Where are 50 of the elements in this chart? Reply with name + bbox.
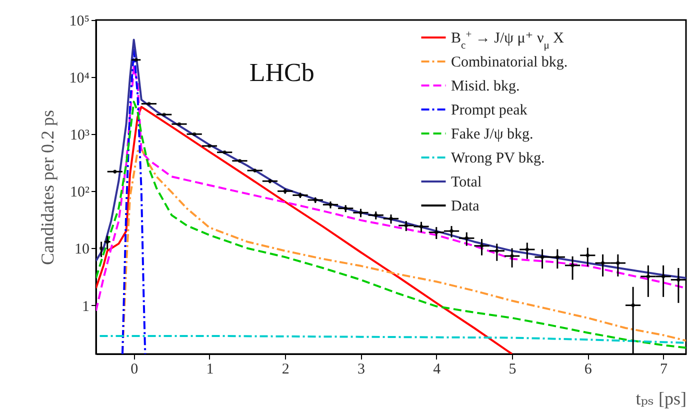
point [464, 236, 469, 240]
annotation: LHCb [249, 58, 314, 88]
y-tick-label: 10⁵ [69, 14, 90, 30]
legend-label: Combinatorial bkg. [451, 54, 568, 70]
y-tick-label: 1 [82, 298, 90, 315]
legend-label: B$_{c}$$^{+}$ → J/ψ μ⁺ ν$_{μ}$ X [451, 29, 564, 51]
point [676, 278, 680, 282]
point [525, 248, 530, 252]
point [404, 224, 408, 228]
legend-label: Fake J/ψ bkg. [451, 126, 534, 142]
x-tick-label: 3 [357, 362, 365, 378]
point [480, 244, 484, 248]
point [600, 261, 605, 265]
point [556, 255, 560, 259]
point [358, 210, 363, 215]
y-axis-title: Candidates per 0.2 ps [37, 110, 58, 265]
point [434, 230, 438, 234]
x-tick-label: 6 [584, 362, 592, 378]
y-tick-label: 10³ [70, 128, 90, 144]
line-series [98, 334, 686, 344]
x-tick-label: 0 [130, 362, 138, 378]
legend-label: Wrong PV bkg. [451, 150, 545, 166]
point [450, 229, 454, 233]
y-tick-label: 10⁴ [69, 70, 90, 87]
y-tick-label: 10² [70, 184, 90, 201]
legend-label: Misid. bkg. [451, 78, 520, 94]
point [419, 224, 424, 228]
x-axis-title: tₚₛ [ps] [636, 388, 686, 408]
x-tick-label: 2 [282, 362, 290, 378]
line-series [121, 48, 146, 354]
line-series [96, 100, 686, 349]
x-tick-label: 1 [206, 362, 214, 378]
y-tick-label: 10 [74, 242, 90, 258]
point [631, 303, 635, 308]
x-tick-label: 5 [508, 362, 516, 378]
point [646, 274, 650, 278]
point [99, 246, 104, 250]
point [510, 254, 514, 258]
point [586, 253, 590, 258]
legend-label: Total [451, 174, 482, 190]
legend-label: Prompt peak [451, 102, 528, 118]
point [570, 264, 574, 268]
point [616, 261, 620, 265]
point [661, 274, 666, 278]
legend-label: Data [451, 198, 480, 214]
point [540, 255, 544, 259]
x-tick-label: 4 [433, 362, 442, 378]
point [495, 248, 499, 253]
point [389, 216, 393, 221]
x-tick-label: 7 [660, 362, 668, 378]
